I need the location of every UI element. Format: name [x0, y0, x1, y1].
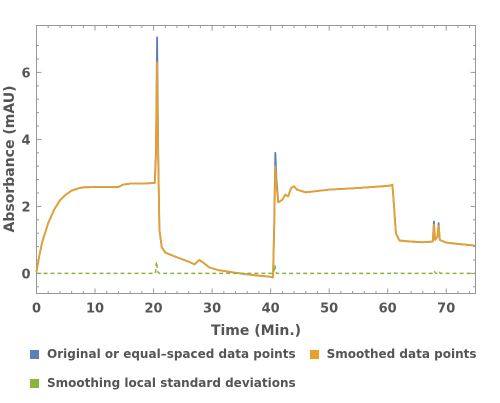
x-tick-label: 60: [379, 302, 397, 317]
legend-row: Smoothing local standard deviations: [30, 374, 490, 392]
legend-swatch-stddev: [30, 378, 39, 388]
x-tick-label: 30: [203, 302, 221, 317]
axis-ticks: [36, 25, 476, 294]
plot-frame: [36, 25, 476, 294]
series-line-2: [36, 260, 476, 275]
x-tick-label: 20: [145, 302, 163, 317]
x-tick-label: 40: [262, 302, 280, 317]
x-tick-label: 50: [320, 302, 338, 317]
legend-item-original: Original or equal–spaced data points: [30, 347, 296, 361]
legend-item-stddev: Smoothing local standard deviations: [30, 376, 296, 390]
series-line-1: [35, 61, 476, 279]
x-axis-title: Time (Min.): [211, 323, 301, 339]
legend-swatch-smoothed: [309, 349, 319, 359]
y-tick-label: 2: [21, 200, 30, 215]
legend-label-original: Original or equal–spaced data points: [47, 347, 296, 361]
legend-label-stddev: Smoothing local standard deviations: [47, 376, 296, 390]
legend-swatch-original: [30, 349, 39, 359]
y-axis-title: Absorbance (mAU): [2, 86, 18, 233]
tick-labels: 0 10 20 30 40 50 60 70 0 2 4 6: [21, 66, 455, 316]
y-tick-label: 6: [21, 66, 30, 81]
chart: 0 10 20 30 40 50 60 70 0 2 4 6 Time (Min.) Absorban…: [2, 25, 476, 339]
x-tick-label: 70: [437, 302, 455, 317]
series-layer: [35, 36, 476, 279]
x-tick-label: 10: [86, 302, 104, 317]
legend-item-smoothed: Smoothed data points: [309, 347, 477, 361]
y-tick-label: 4: [21, 133, 30, 148]
y-tick-label: 0: [21, 267, 30, 282]
legend-label-smoothed: Smoothed data points: [326, 347, 477, 361]
x-tick-label: 0: [32, 302, 41, 317]
legend: Original or equal–spaced data points Smo…: [30, 345, 490, 403]
legend-row: Original or equal–spaced data points Smo…: [30, 345, 490, 363]
